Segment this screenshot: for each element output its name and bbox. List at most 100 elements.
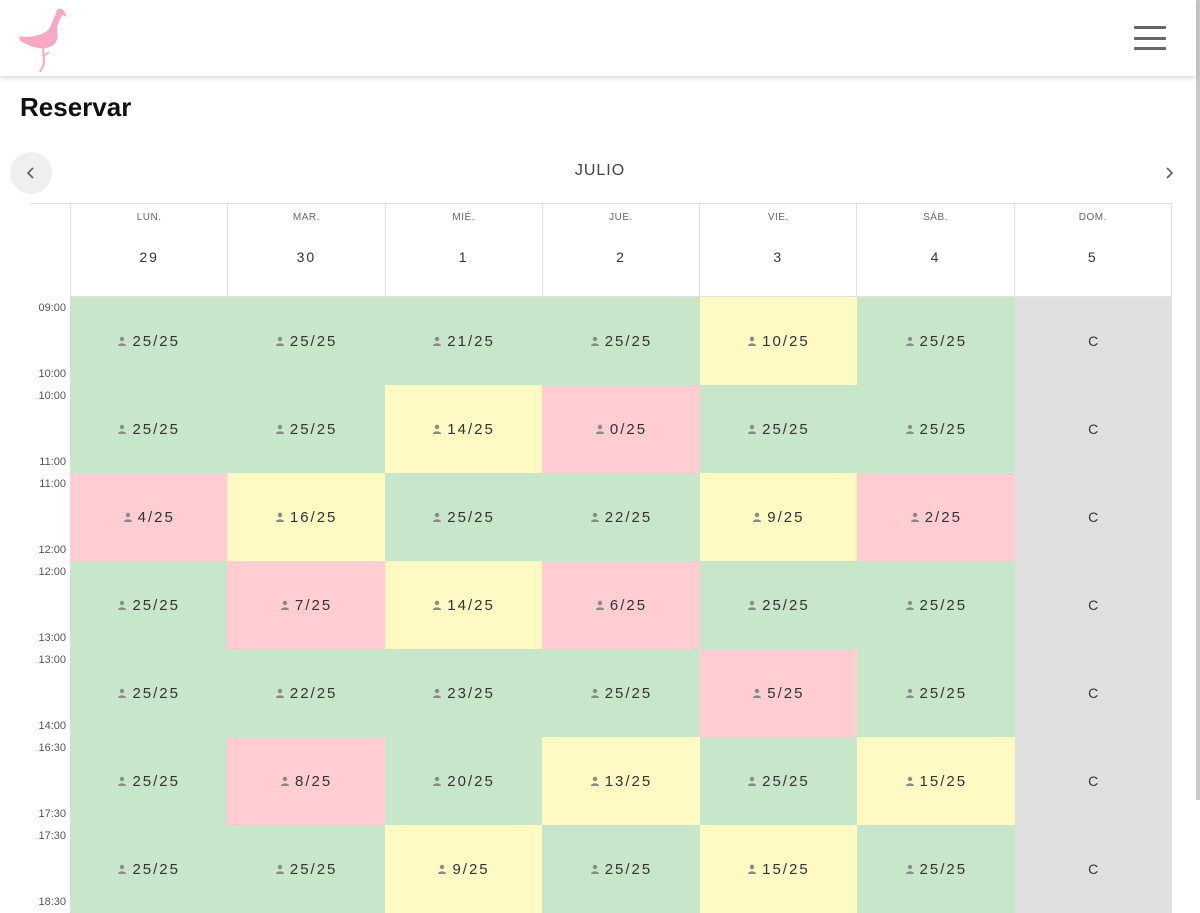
slot-availability-cell[interactable]: 8/25 [227, 737, 385, 825]
day-header: VIE. 3 [700, 204, 858, 297]
person-icon [438, 864, 447, 874]
slot-availability-cell[interactable]: 7/25 [227, 561, 385, 649]
slot-availability-cell[interactable]: 25/25 [227, 825, 385, 913]
top-app-bar [0, 0, 1196, 76]
flamingo-logo[interactable] [16, 4, 68, 72]
person-icon [433, 424, 442, 434]
slot-availability-cell[interactable]: 14/25 [384, 385, 543, 473]
slot-availability-cell[interactable]: 25/25 [699, 385, 858, 473]
month-label: JULIO [574, 162, 626, 179]
availability-count: C [1088, 597, 1099, 613]
menu-line [1134, 36, 1166, 40]
person-icon [118, 864, 127, 874]
person-icon [753, 512, 762, 522]
slot-availability-cell[interactable]: 25/25 [70, 649, 228, 737]
day-header: SÁB. 4 [857, 204, 1015, 297]
slot-availability-cell[interactable]: 25/25 [699, 561, 858, 649]
availability-count: 25/25 [762, 772, 810, 790]
availability-count: 25/25 [604, 860, 653, 878]
slot-availability-cell[interactable]: 25/25 [542, 649, 700, 737]
person-icon [275, 864, 284, 874]
slot-availability-cell[interactable]: 5/25 [699, 649, 858, 737]
availability-count: 20/25 [447, 772, 495, 790]
availability-count: 15/25 [762, 860, 810, 878]
slot-availability-cell[interactable]: 16/25 [227, 473, 385, 561]
slot-availability-cell[interactable]: 10/25 [699, 297, 858, 385]
slot-availability-cell[interactable]: 25/25 [227, 297, 385, 385]
slot-availability-cell[interactable]: 25/25 [857, 385, 1015, 473]
day-name: VIE. [767, 212, 789, 223]
person-icon [595, 424, 604, 434]
slot-availability-cell[interactable]: 25/25 [70, 737, 228, 825]
time-slot-row: 10:00 11:00 25/25 25/25 14/25 0/25 25/25 25/25 C [30, 385, 1172, 473]
availability-count: 25/25 [762, 596, 810, 614]
slot-availability-cell[interactable]: 15/25 [857, 737, 1015, 825]
availability-count: 6/25 [609, 596, 648, 614]
availability-count: 14/25 [447, 596, 495, 614]
slot-availability-cell[interactable]: 21/25 [384, 297, 543, 385]
slot-availability-cell[interactable]: 6/25 [542, 561, 700, 649]
slot-availability-cell[interactable]: 25/25 [70, 561, 228, 649]
slot-availability-cell[interactable]: 25/25 [542, 825, 700, 913]
availability-count: C [1088, 773, 1099, 789]
person-icon [753, 688, 762, 698]
availability-count: 7/25 [295, 596, 333, 614]
person-icon [275, 512, 284, 522]
slot-availability-cell[interactable]: 25/25 [227, 385, 385, 473]
slot-availability-cell[interactable]: 2/25 [857, 473, 1015, 561]
slot-availability-cell[interactable]: 25/25 [857, 297, 1015, 385]
day-name: JUE. [609, 212, 633, 223]
availability-count: 25/25 [919, 420, 968, 438]
availability-count: 25/25 [604, 332, 653, 350]
slot-availability-cell[interactable]: 25/25 [699, 737, 858, 825]
person-icon [748, 776, 757, 786]
time-slot-row: 09:00 10:00 25/25 25/25 21/25 25/25 10/25 25/25… [30, 297, 1172, 385]
slot-availability-cell[interactable]: 25/25 [857, 825, 1015, 913]
slot-availability-cell[interactable]: 23/25 [384, 649, 543, 737]
next-week-button[interactable] [1152, 156, 1186, 190]
slot-end-time: 13:00 [38, 632, 66, 644]
slot-availability-cell[interactable]: 20/25 [384, 737, 543, 825]
availability-count: 21/25 [447, 332, 495, 350]
prev-week-button[interactable] [10, 152, 52, 194]
person-icon [910, 512, 919, 522]
slot-closed-cell: C [1014, 385, 1172, 473]
slot-availability-cell[interactable]: 13/25 [542, 737, 700, 825]
slot-availability-cell[interactable]: 25/25 [70, 385, 228, 473]
day-number: 1 [458, 249, 469, 265]
slot-availability-cell[interactable]: 25/25 [542, 297, 700, 385]
availability-count: 0/25 [609, 420, 648, 438]
slot-availability-cell[interactable]: 22/25 [542, 473, 700, 561]
time-label: 10:00 11:00 [30, 385, 70, 473]
slot-availability-cell[interactable]: 9/25 [384, 825, 543, 913]
slot-availability-cell[interactable]: 25/25 [857, 561, 1015, 649]
availability-count: 25/25 [132, 860, 180, 878]
availability-count: 9/25 [452, 860, 490, 878]
person-icon [905, 424, 914, 434]
slot-availability-cell[interactable]: 14/25 [384, 561, 543, 649]
page-scrollbar[interactable] [1196, 0, 1200, 800]
slot-availability-cell[interactable]: 22/25 [227, 649, 385, 737]
availability-count: 25/25 [919, 684, 968, 702]
slot-availability-cell[interactable]: 9/25 [699, 473, 858, 561]
day-name: LUN. [136, 212, 162, 223]
slot-availability-cell[interactable]: 25/25 [384, 473, 543, 561]
person-icon [433, 336, 442, 346]
day-header: MAR. 30 [228, 204, 386, 297]
availability-count: 23/25 [447, 684, 495, 702]
booking-calendar: LUN. 29 MAR. 30 MIÉ. 1 JUE. 2 VIE. 3 SÁB. 4 DOM. 5 09… [30, 203, 1172, 913]
availability-count: 2/25 [924, 508, 962, 526]
slot-availability-cell[interactable]: 4/25 [70, 473, 228, 561]
slot-availability-cell[interactable]: 25/25 [70, 297, 228, 385]
time-label: 12:00 13:00 [30, 561, 70, 649]
slot-availability-cell[interactable]: 25/25 [857, 649, 1015, 737]
person-icon [118, 600, 127, 610]
slot-closed-cell: C [1014, 297, 1172, 385]
slot-availability-cell[interactable]: 25/25 [70, 825, 228, 913]
slot-availability-cell[interactable]: 0/25 [542, 385, 700, 473]
availability-count: 25/25 [289, 420, 338, 438]
hamburger-menu-icon[interactable] [1130, 24, 1170, 52]
availability-count: C [1088, 421, 1099, 437]
slot-availability-cell[interactable]: 15/25 [699, 825, 858, 913]
availability-count: 14/25 [447, 420, 495, 438]
